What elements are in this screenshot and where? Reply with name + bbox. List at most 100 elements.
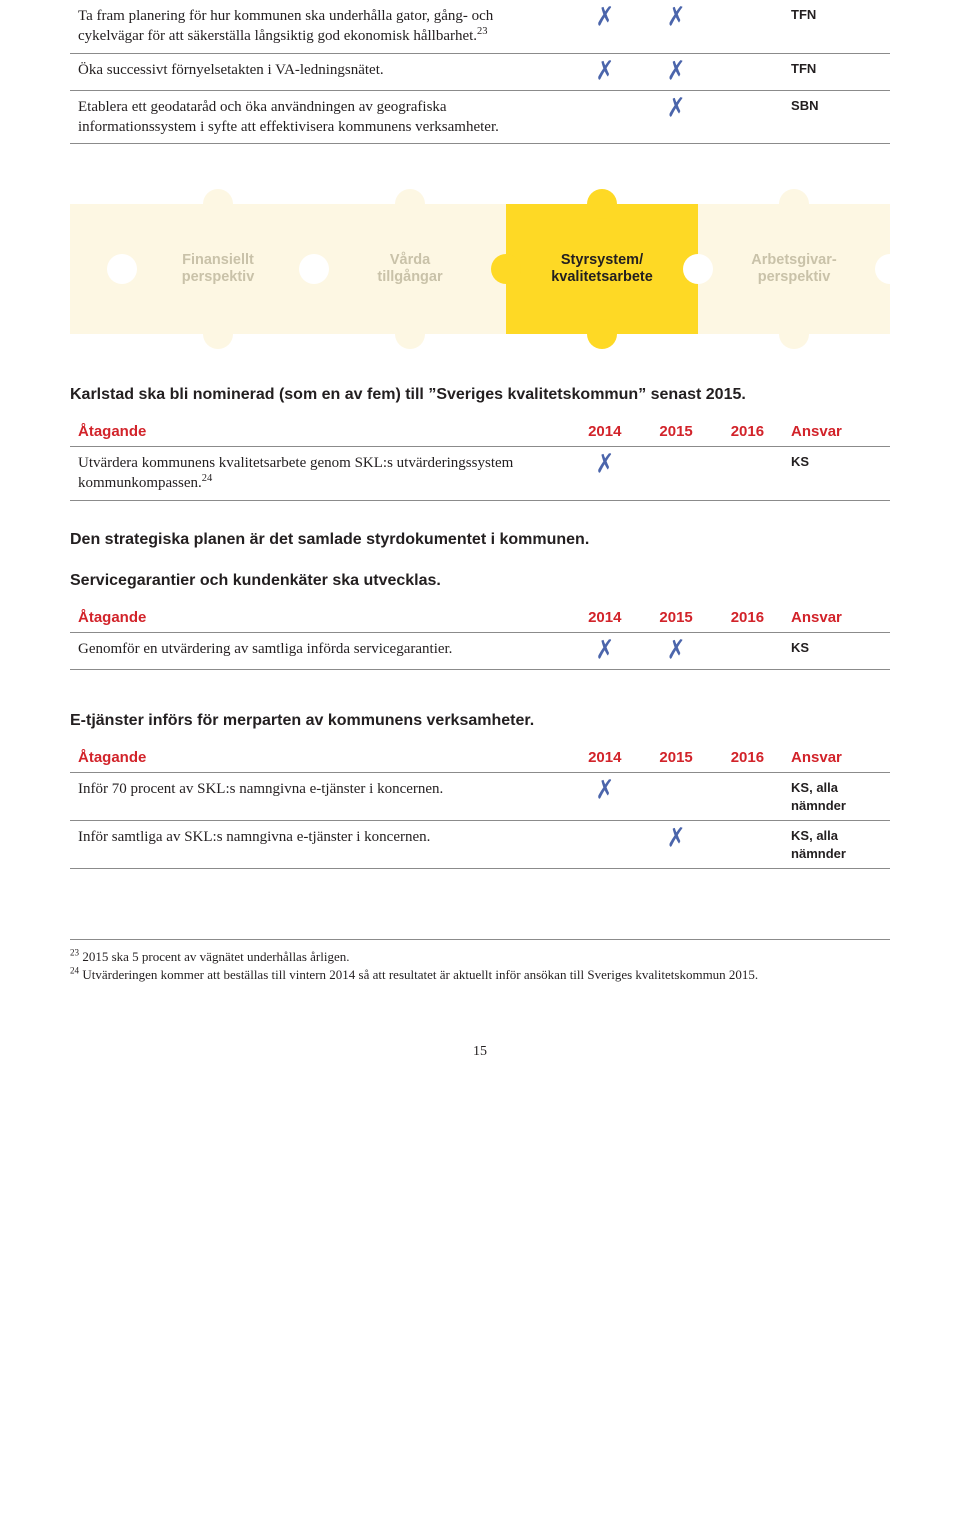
row-desc: Genomför en utvärdering av samtliga infö… [70, 633, 569, 670]
x-icon: ✗ [596, 637, 614, 663]
puzzle-piece-styrsystem: Styrsystem/ kvalitetsarbete [506, 204, 698, 334]
table-row: Genomför en utvärdering av samtliga infö… [70, 633, 890, 670]
row-desc: Etablera ett geodataråd och öka användni… [70, 90, 569, 144]
cell-2014: ✗ [569, 447, 640, 501]
puzzle-piece-finansiellt: Finansiellt perspektiv [122, 204, 314, 334]
row-desc: Inför 70 procent av SKL:s namngivna e-tj… [70, 773, 569, 821]
th-ansvar: Ansvar [783, 418, 890, 447]
puzzle-label: Finansiellt perspektiv [182, 252, 255, 287]
x-icon: ✗ [596, 4, 614, 30]
th-2014: 2014 [569, 744, 640, 773]
cell-ansvar: KS, alla nämnder [783, 821, 890, 869]
cell-ansvar: KS, alla nämnder [783, 773, 890, 821]
th-2015: 2015 [640, 604, 711, 633]
section-heading: Karlstad ska bli nominerad (som en av fe… [70, 384, 890, 406]
footnote-ref: 24 [202, 473, 213, 484]
footnotes: 23 2015 ska 5 procent av vägnätet underh… [70, 939, 890, 983]
section-heading: Servicegarantier och kundenkäter ska utv… [70, 570, 890, 592]
x-icon: ✗ [596, 451, 614, 477]
footnote-23: 23 2015 ska 5 procent av vägnätet underh… [70, 948, 890, 966]
footnote-text: 2015 ska 5 procent av vägnätet underhåll… [82, 949, 349, 964]
cell-2014 [569, 90, 640, 144]
cell-2014: ✗ [569, 0, 640, 53]
puzzle-piece-arbetsgivar: Arbetsgivar- perspektiv [698, 204, 890, 334]
table-row: Inför 70 procent av SKL:s namngivna e-tj… [70, 773, 890, 821]
cell-2014 [569, 821, 640, 869]
cell-2014: ✗ [569, 53, 640, 90]
th-atagande: Åtagande [70, 418, 569, 447]
section-heading: E-tjänster införs för merparten av kommu… [70, 710, 890, 732]
th-2016: 2016 [712, 744, 783, 773]
cell-2015 [640, 447, 711, 501]
cell-2016 [712, 821, 783, 869]
sec1-table: Åtagande 2014 2015 2016 Ansvar Utvärdera… [70, 418, 890, 501]
cell-2015 [640, 773, 711, 821]
table-row: Öka successivt förnyelsetakten i VA-ledn… [70, 53, 890, 90]
x-icon: ✗ [596, 57, 614, 83]
table-row: Inför samtliga av SKL:s namngivna e-tjän… [70, 821, 890, 869]
th-2015: 2015 [640, 744, 711, 773]
th-atagande: Åtagande [70, 604, 569, 633]
row-desc: Inför samtliga av SKL:s namngivna e-tjän… [70, 821, 569, 869]
desc-text: Ta fram planering för hur kommunen ska u… [78, 8, 493, 44]
cell-2015: ✗ [640, 0, 711, 53]
puzzle-label: Arbetsgivar- perspektiv [751, 252, 836, 287]
th-2016: 2016 [712, 604, 783, 633]
cell-ansvar: TFN [783, 53, 890, 90]
x-icon: ✗ [667, 4, 685, 30]
desc-text: Utvärdera kommunens kvalitetsarbete geno… [78, 455, 513, 491]
th-2014: 2014 [569, 418, 640, 447]
x-icon: ✗ [667, 95, 685, 121]
desc-text: Etablera ett geodataråd och öka användni… [78, 99, 499, 135]
row-desc: Ta fram planering för hur kommunen ska u… [70, 0, 569, 53]
section-heading: Den strategiska planen är det samlade st… [70, 529, 890, 551]
puzzle-label: Styrsystem/ kvalitetsarbete [551, 252, 653, 287]
cell-ansvar: SBN [783, 90, 890, 144]
row-desc: Öka successivt förnyelsetakten i VA-ledn… [70, 53, 569, 90]
cell-2016 [712, 773, 783, 821]
th-2016: 2016 [712, 418, 783, 447]
table-head: Åtagande 2014 2015 2016 Ansvar [70, 744, 890, 773]
footnote-text: Utvärderingen kommer att beställas till … [82, 967, 758, 982]
puzzle-piece-varda: Vårda tillgångar [314, 204, 506, 334]
x-icon: ✗ [596, 777, 614, 803]
cell-2014: ✗ [569, 773, 640, 821]
x-icon: ✗ [667, 57, 685, 83]
cell-2015: ✗ [640, 53, 711, 90]
th-ansvar: Ansvar [783, 604, 890, 633]
table-row: Utvärdera kommunens kvalitetsarbete geno… [70, 447, 890, 501]
row-desc: Utvärdera kommunens kvalitetsarbete geno… [70, 447, 569, 501]
th-2015: 2015 [640, 418, 711, 447]
cell-2016 [712, 633, 783, 670]
table-head: Åtagande 2014 2015 2016 Ansvar [70, 604, 890, 633]
puzzle: Finansiellt perspektiv Vårda tillgångar … [70, 204, 890, 334]
th-atagande: Åtagande [70, 744, 569, 773]
cell-2016 [712, 447, 783, 501]
table-row: Etablera ett geodataråd och öka användni… [70, 90, 890, 144]
th-ansvar: Ansvar [783, 744, 890, 773]
cell-2016 [712, 53, 783, 90]
cell-2015: ✗ [640, 633, 711, 670]
top-table: Ta fram planering för hur kommunen ska u… [70, 0, 890, 144]
footnote-24: 24 Utvärderingen kommer att beställas ti… [70, 966, 890, 984]
cell-ansvar: TFN [783, 0, 890, 53]
sec2-table: Åtagande 2014 2015 2016 Ansvar Genomför … [70, 604, 890, 671]
sec3-table: Åtagande 2014 2015 2016 Ansvar Inför 70 … [70, 744, 890, 869]
cell-2016 [712, 90, 783, 144]
table-row: Ta fram planering för hur kommunen ska u… [70, 0, 890, 53]
footnote-ref: 23 [477, 26, 488, 37]
cell-2014: ✗ [569, 633, 640, 670]
page-number: 15 [70, 1043, 890, 1062]
th-2014: 2014 [569, 604, 640, 633]
desc-text: Öka successivt förnyelsetakten i VA-ledn… [78, 62, 384, 78]
cell-2015: ✗ [640, 821, 711, 869]
cell-ansvar: KS [783, 633, 890, 670]
puzzle-label: Vårda tillgångar [377, 252, 442, 287]
cell-2016 [712, 0, 783, 53]
puzzle-strip: Finansiellt perspektiv Vårda tillgångar … [70, 204, 890, 334]
cell-2015: ✗ [640, 90, 711, 144]
x-icon: ✗ [667, 637, 685, 663]
x-icon: ✗ [667, 825, 685, 851]
table-head: Åtagande 2014 2015 2016 Ansvar [70, 418, 890, 447]
cell-ansvar: KS [783, 447, 890, 501]
